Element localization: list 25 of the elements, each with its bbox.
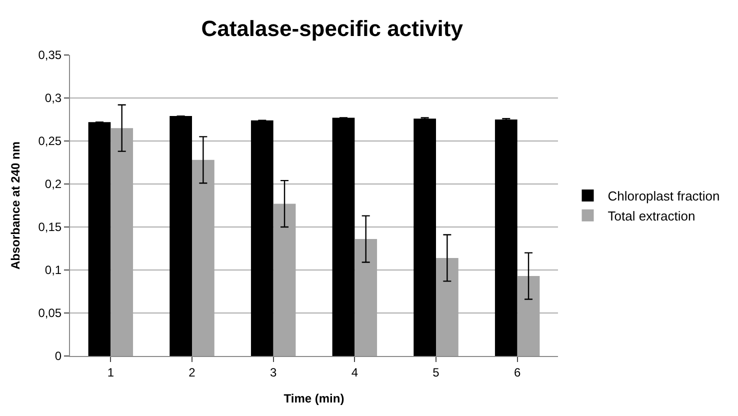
x-tick-label: 5 [432, 365, 440, 380]
y-tick-label: 0,35 [38, 48, 62, 62]
bar [250, 120, 274, 356]
y-axis-title: Absorbance at 240 nm [8, 141, 23, 270]
legend-label: Chloroplast fraction [608, 188, 720, 204]
bar [414, 118, 436, 356]
x-tick-label: 3 [270, 365, 277, 380]
y-tick-label: 0,05 [38, 306, 62, 320]
y-tick-label: 0,1 [44, 263, 62, 278]
x-axis-title: Time (min) [284, 391, 344, 406]
bar [332, 118, 355, 356]
x-tick-label: 6 [514, 365, 521, 380]
y-tick-label: 0,3 [44, 91, 62, 106]
x-tick-label: 2 [188, 365, 196, 380]
y-tick-label: 0,15 [38, 220, 62, 234]
legend-label: Total extraction [608, 208, 696, 224]
bar [494, 120, 518, 356]
bar [170, 116, 192, 356]
chart-title: Catalase-specific activity [201, 16, 464, 42]
x-tick-label: 4 [351, 365, 358, 380]
bar [88, 122, 111, 356]
x-tick-label: 1 [107, 365, 114, 380]
y-tick-label: 0 [54, 349, 62, 364]
y-tick-label: 0,25 [38, 134, 62, 148]
y-tick-label: 0,2 [44, 177, 62, 192]
